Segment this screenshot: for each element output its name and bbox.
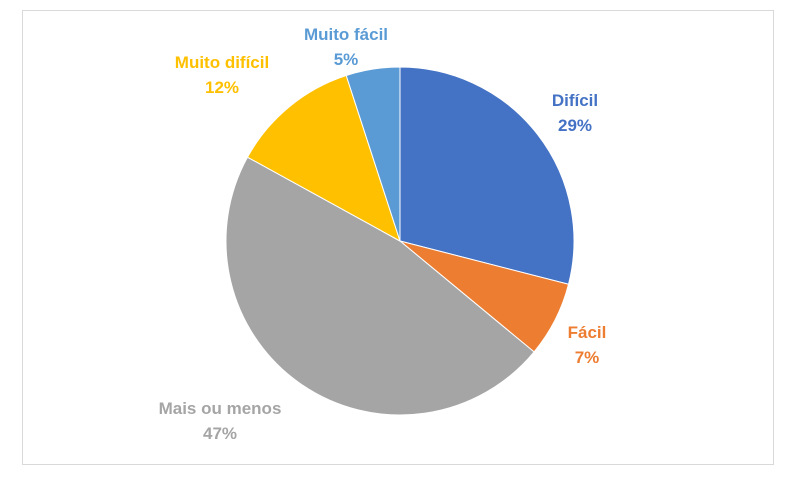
data-label-percent-muito-fácil: 5% <box>334 50 359 69</box>
data-label-percent-fácil: 7% <box>575 348 600 367</box>
data-label-category-fácil: Fácil <box>568 323 607 342</box>
pie-slice-mais-ou-menos <box>225 156 535 416</box>
pie-slice-difícil <box>399 66 575 285</box>
pie-slice-muito-difícil <box>246 74 401 243</box>
data-label-category-difícil: Difícil <box>552 91 598 110</box>
data-label-percent-muito-difícil: 12% <box>205 78 239 97</box>
data-label-percent-difícil: 29% <box>558 116 592 135</box>
data-label-percent-mais-ou-menos: 47% <box>203 424 237 443</box>
data-label-category-muito-fácil: Muito fácil <box>304 25 388 44</box>
data-label-category-mais-ou-menos: Mais ou menos <box>159 399 282 418</box>
pie-slice-muito-fácil <box>345 66 401 242</box>
data-label-category-muito-difícil: Muito difícil <box>175 53 269 72</box>
